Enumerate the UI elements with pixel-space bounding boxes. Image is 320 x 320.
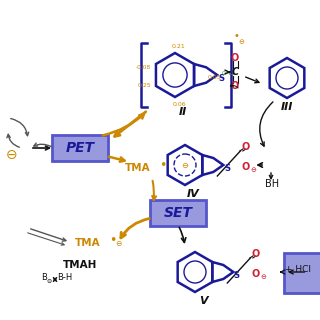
Text: ⊖: ⊖ xyxy=(250,167,256,173)
Text: O: O xyxy=(241,162,250,172)
Text: BH: BH xyxy=(265,179,279,189)
Text: II: II xyxy=(179,107,187,117)
Text: B: B xyxy=(41,273,47,282)
Text: ⊖: ⊖ xyxy=(6,148,18,162)
Text: •: • xyxy=(109,234,117,246)
Text: TMA: TMA xyxy=(75,238,101,248)
Text: ⊖: ⊖ xyxy=(46,279,52,284)
FancyBboxPatch shape xyxy=(52,135,108,161)
Text: V: V xyxy=(199,296,207,306)
Text: 0.21: 0.21 xyxy=(172,44,186,49)
Text: S: S xyxy=(224,164,230,172)
Text: O: O xyxy=(251,269,260,279)
Text: III: III xyxy=(281,102,293,112)
FancyBboxPatch shape xyxy=(150,200,206,226)
Text: IV: IV xyxy=(187,189,199,199)
FancyBboxPatch shape xyxy=(284,253,320,293)
Text: PET: PET xyxy=(65,141,95,155)
Text: •: • xyxy=(233,31,239,41)
Text: TMA: TMA xyxy=(125,163,151,173)
Text: •: • xyxy=(159,158,167,172)
Text: 0.06: 0.06 xyxy=(172,102,186,107)
Text: + HCl: + HCl xyxy=(285,265,311,274)
Text: O: O xyxy=(231,81,239,91)
Text: ⊖: ⊖ xyxy=(115,238,121,247)
Text: O: O xyxy=(241,142,250,152)
Text: B-H: B-H xyxy=(57,273,73,282)
Text: 0.05: 0.05 xyxy=(207,75,221,80)
Text: ⊖: ⊖ xyxy=(260,274,266,280)
Text: SET: SET xyxy=(164,206,193,220)
Text: ⊖: ⊖ xyxy=(181,161,188,170)
Text: S: S xyxy=(218,74,224,83)
Text: TMAH: TMAH xyxy=(63,260,97,270)
Text: 0.43: 0.43 xyxy=(221,70,235,76)
Text: O: O xyxy=(251,249,260,259)
Text: S: S xyxy=(233,271,239,281)
Text: O: O xyxy=(231,53,239,63)
Text: ⊖: ⊖ xyxy=(238,39,244,45)
Text: C: C xyxy=(231,67,239,77)
Text: -0.08: -0.08 xyxy=(136,65,151,69)
Text: 0.25: 0.25 xyxy=(137,83,151,87)
